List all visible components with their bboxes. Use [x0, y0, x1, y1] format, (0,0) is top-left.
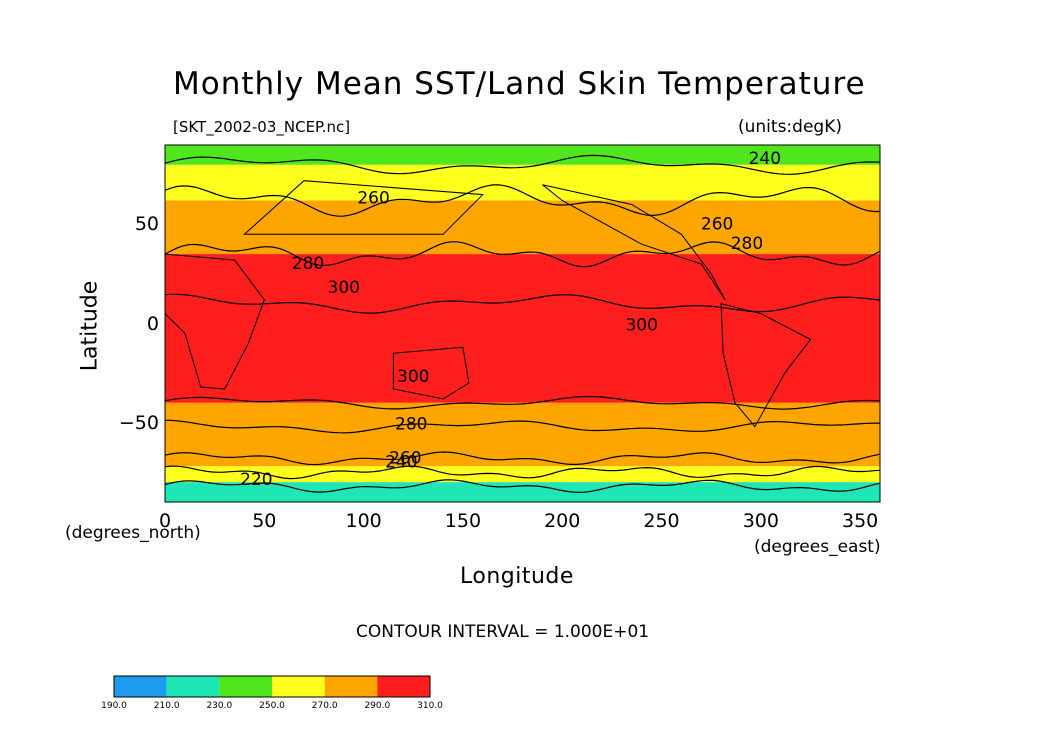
x-tick-label: 150	[444, 510, 482, 532]
contour-label-9: 260	[389, 448, 421, 468]
colorbar-swatch-2	[219, 676, 272, 697]
coastline-0	[164, 253, 265, 390]
contour-interval-note: CONTOUR INTERVAL = 1.000E+01	[356, 622, 650, 642]
x-axis-units: (degrees_east)	[754, 537, 881, 557]
colorbar-level-label: 270.0	[311, 701, 338, 711]
contour-label-2: 260	[701, 214, 733, 234]
units-label: (units:degK)	[738, 117, 842, 137]
colorbar-swatch-5	[377, 676, 430, 697]
x-tick-label: 250	[643, 510, 680, 532]
colorbar-swatch-0	[114, 676, 167, 697]
contour-label-1: 260	[357, 189, 389, 209]
colorbar-level-label: 290.0	[364, 701, 391, 711]
contour-label-10: 240	[385, 452, 417, 472]
contour-label-3: 280	[731, 234, 763, 254]
colorbar-level-label: 210.0	[153, 701, 180, 711]
colorbar-swatch-1	[166, 676, 220, 697]
contour-line-4	[164, 395, 881, 410]
y-tick-label: −50	[118, 411, 159, 434]
colorbar-swatch-4	[324, 676, 378, 697]
dataset-filename: [SKT_2002-03_NCEP.nc]	[173, 118, 351, 136]
chart-title: Monthly Mean SST/Land Skin Temperature	[173, 66, 866, 102]
x-tick-label: 200	[544, 510, 581, 532]
colorbar-frame	[113, 675, 431, 698]
x-tick-label: 300	[742, 510, 779, 532]
contour-line-8	[164, 479, 881, 493]
plot-frame	[164, 144, 881, 503]
x-tick-label: 350	[841, 510, 879, 532]
temperature-band-6	[165, 482, 880, 502]
colorbar-level-label: 250.0	[259, 701, 285, 711]
contour-label-8: 280	[395, 415, 427, 435]
contour-label-5: 300	[328, 278, 360, 298]
contour-label-4: 280	[292, 254, 324, 274]
coastline-1	[720, 303, 812, 428]
colorbar-swatch-3	[272, 676, 325, 697]
x-tick-label: 50	[252, 510, 277, 532]
x-tick-label: 0	[158, 510, 172, 532]
contour-line-2	[164, 241, 881, 268]
contour-line-7	[164, 465, 881, 480]
contour-line-1	[164, 184, 880, 217]
contour-line-5	[164, 419, 881, 434]
contour-line-6	[164, 451, 881, 466]
y-axis-units: (degrees_north)	[65, 523, 201, 543]
contour-label-7: 300	[397, 367, 429, 387]
coastline-4	[243, 180, 484, 235]
colorbar-level-label: 310.0	[417, 701, 443, 711]
temperature-band-4	[165, 402, 880, 467]
contour-line-0	[164, 154, 881, 175]
y-tick-label: 0	[146, 312, 159, 335]
temperature-band-0	[165, 145, 880, 165]
contour-label-6: 300	[625, 315, 657, 335]
colorbar-level-label: 190.0	[101, 701, 127, 711]
contour-label-0: 240	[749, 149, 781, 169]
temperature-band-2	[165, 200, 880, 255]
colorbar-level-label: 230.0	[206, 701, 233, 711]
coastline-3	[392, 346, 470, 400]
coastline-2	[542, 184, 726, 300]
temperature-band-5	[165, 466, 880, 483]
x-tick-label: 100	[345, 510, 382, 532]
y-tick-label: 50	[134, 213, 159, 236]
x-axis-label: Longitude	[460, 564, 574, 589]
temperature-band-3	[165, 254, 880, 403]
contour-line-3	[164, 293, 881, 314]
contour-label-11: 220	[240, 470, 272, 490]
